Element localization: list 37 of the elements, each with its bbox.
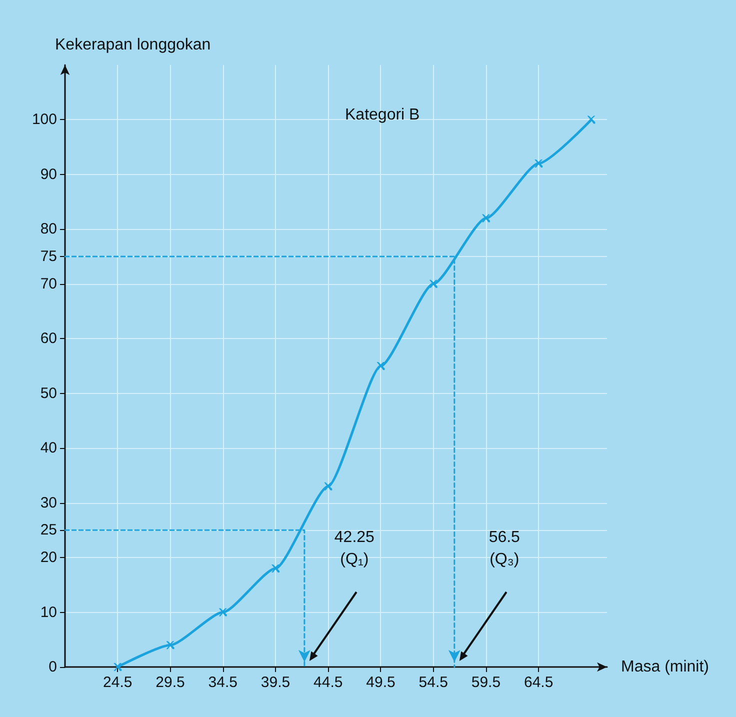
y-tick-label: 75 (40, 248, 57, 266)
y-tick-label: 80 (40, 220, 57, 238)
x-tick-label: 54.5 (418, 674, 448, 691)
point (482, 214, 490, 222)
x-axis-title: Masa (minit) (621, 658, 710, 676)
y-tick-label: 70 (40, 275, 57, 292)
y-tick-label: 100 (32, 111, 57, 128)
point (324, 482, 332, 490)
y-tick-label: 30 (40, 494, 57, 512)
y-tick-label: 40 (40, 440, 57, 457)
x-tick-label: 29.5 (156, 674, 185, 691)
y-tick-label: 20 (40, 549, 57, 566)
y-axis-title: Kekerapan longgokan (55, 36, 211, 54)
x-tick-label: 49.5 (366, 674, 396, 691)
point (114, 663, 122, 671)
x-tick-label: 59.5 (471, 674, 501, 691)
point (271, 564, 280, 572)
point (534, 160, 543, 168)
y-tick-label: 90 (40, 166, 57, 183)
x-tick-label: 34.5 (208, 674, 238, 691)
y-tick-label: 10 (40, 604, 57, 621)
y-tick-label: 60 (40, 330, 57, 348)
point (376, 362, 385, 370)
point (218, 608, 227, 616)
x-tick-label: 39.5 (260, 674, 290, 691)
x-tick-label: 24.5 (103, 674, 132, 691)
x-tick-label: 64.5 (524, 674, 554, 691)
point (166, 641, 174, 650)
annotation: 56.5 (Q₃) (488, 529, 520, 568)
text: Kategori B (345, 106, 420, 124)
x-tick-label: 44.5 (314, 674, 343, 691)
y-tick-label: 50 (40, 384, 57, 402)
point (587, 116, 596, 124)
y-tick-label: 0 (48, 658, 57, 676)
point (429, 280, 438, 288)
y-tick-label: 25 (40, 522, 57, 539)
annotation: 42.25 (Q₁) (334, 529, 375, 568)
